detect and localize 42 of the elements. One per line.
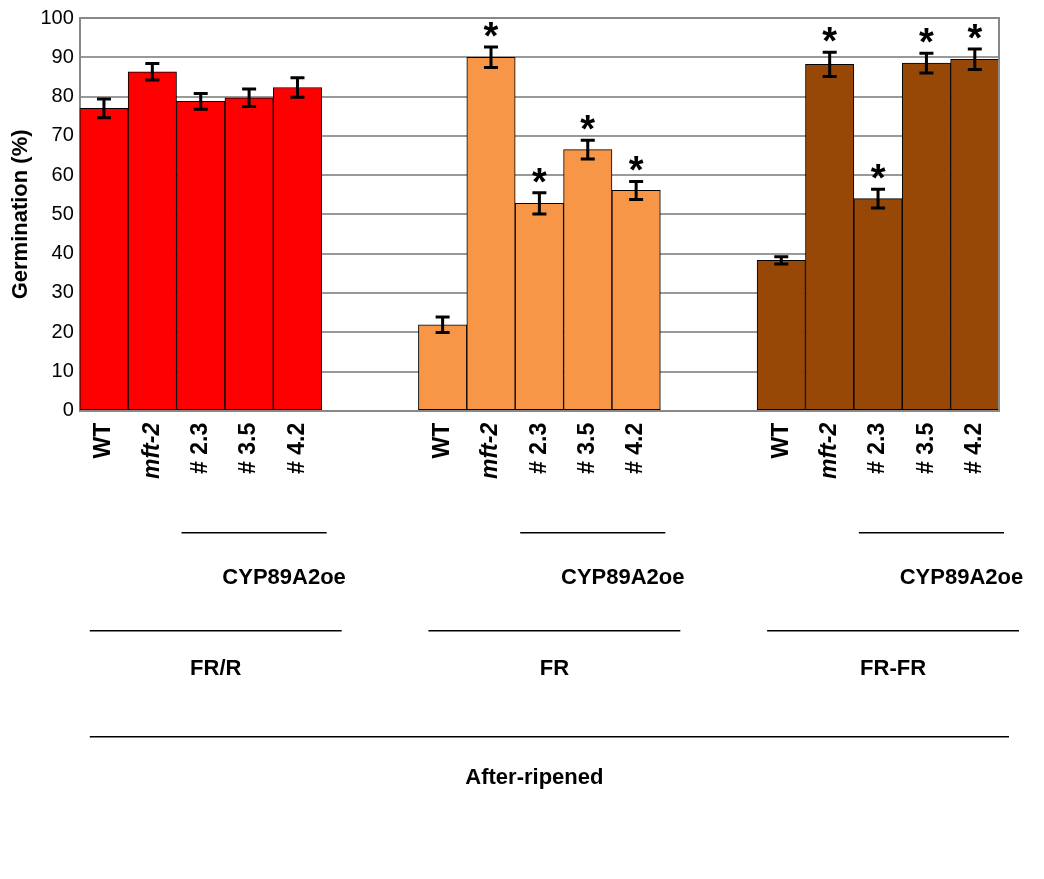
text: CYP89A2oe xyxy=(561,563,685,589)
data-label: * xyxy=(822,20,838,63)
x-tick-label: # 3.5 xyxy=(234,422,261,474)
text: CYP89A2oe xyxy=(222,563,346,589)
x-tick-label: mft-2 xyxy=(815,422,842,480)
x-tick-label: WT xyxy=(766,422,793,459)
text: FR-FR xyxy=(860,654,927,680)
y-tick-label: 10 xyxy=(51,359,74,382)
x-tick-label: mft-2 xyxy=(137,422,164,480)
text: FR xyxy=(539,654,570,680)
x-tick-label: # 3.5 xyxy=(573,422,600,474)
data-label: * xyxy=(628,149,644,192)
x-tick-label: mft-2 xyxy=(476,422,503,480)
y-axis-title: Germination (%) xyxy=(7,129,33,300)
text: CYP89A2oe xyxy=(899,563,1024,589)
y-tick-label: 0 xyxy=(62,398,74,421)
y-tick-label: 50 xyxy=(51,201,74,224)
x-tick-label: # 4.2 xyxy=(282,422,309,474)
data-label: * xyxy=(483,15,499,58)
x-tick-label: WT xyxy=(427,422,454,459)
x-tick-label: # 2.3 xyxy=(186,422,213,474)
y-tick-label: 40 xyxy=(51,241,74,264)
y-tick-label: 60 xyxy=(51,162,74,185)
data-label: * xyxy=(580,108,596,151)
x-tick-label: # 2.3 xyxy=(863,422,890,474)
y-tick-label: 20 xyxy=(51,319,74,342)
x-tick-label: # 4.2 xyxy=(621,422,648,474)
x-tick-label: # 2.3 xyxy=(524,422,551,474)
y-tick-label: 70 xyxy=(51,123,74,146)
x-tick-label: WT xyxy=(89,422,116,459)
y-tick-label: 80 xyxy=(51,84,74,107)
text: After-ripened xyxy=(465,763,604,789)
data-label: * xyxy=(870,157,886,200)
y-tick-label: 100 xyxy=(40,5,74,28)
data-label: * xyxy=(967,17,983,60)
text: FR/R xyxy=(190,654,242,680)
y-tick-label: 90 xyxy=(51,44,74,67)
data-label: * xyxy=(531,160,547,203)
x-tick-label: # 4.2 xyxy=(960,422,987,474)
x-tick-label: # 3.5 xyxy=(911,422,938,474)
y-tick-label: 30 xyxy=(51,280,74,303)
data-label: * xyxy=(919,21,935,64)
